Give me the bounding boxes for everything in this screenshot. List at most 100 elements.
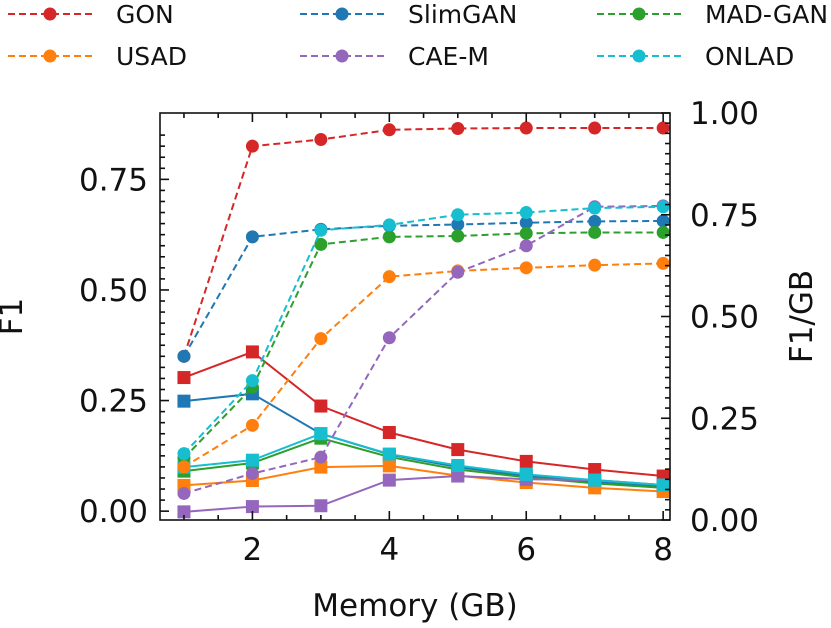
onlad-f1-per-gb-point — [519, 467, 533, 481]
legend-label: MAD-GAN — [705, 0, 828, 29]
slimgan-f1-point — [588, 214, 602, 228]
cae-m-f1-per-gb-point — [314, 499, 328, 513]
usad-f1-series — [177, 256, 670, 474]
gon-f1-per-gb-point — [588, 463, 602, 477]
usad-f1-point — [314, 332, 328, 346]
legend-label: CAE-M — [408, 42, 489, 71]
gon-f1-point — [519, 121, 533, 135]
legend: GON SlimGAN MAD-GAN USAD CAE-M ONLAD — [8, 0, 828, 71]
cae-m-f1-point — [177, 486, 191, 500]
x-tick-label: 2 — [243, 532, 263, 568]
slimgan-f1-point — [245, 230, 259, 244]
legend-item-usad: USAD — [8, 42, 187, 71]
cae-m-f1-point — [519, 239, 533, 253]
slimgan-f1-per-gb-line — [183, 392, 664, 488]
legend-item-mad-gan: MAD-GAN — [597, 0, 828, 29]
gon-f1-per-gb-point — [382, 425, 396, 439]
slimgan-f1-point — [451, 217, 465, 231]
mad-gan-f1-point — [382, 230, 396, 244]
gon-f1-per-gb-series — [177, 345, 670, 483]
slimgan-f1-point — [519, 216, 533, 230]
gon-f1-point — [656, 121, 670, 135]
mad-gan-f1-line — [183, 231, 664, 459]
usad-f1-point — [519, 261, 533, 275]
cae-m-f1-line — [183, 204, 664, 495]
mad-gan-f1-point — [588, 225, 602, 239]
legend-swatch-marker — [43, 49, 57, 63]
onlad-f1-point — [245, 374, 259, 388]
cae-m-f1-per-gb-point — [177, 505, 191, 519]
x-tick-label: 6 — [516, 532, 536, 568]
axis-ticks — [160, 112, 670, 521]
gon-f1-per-gb-point — [451, 443, 465, 457]
slimgan-f1-point — [177, 349, 191, 363]
slimgan-f1-per-gb-point — [177, 394, 191, 408]
gon-f1-point — [382, 123, 396, 137]
series-layer — [177, 121, 670, 519]
x-tick-label: 4 — [379, 532, 399, 568]
cae-m-f1-point — [314, 450, 328, 464]
gon-f1-point — [314, 133, 328, 147]
mad-gan-f1-point — [451, 229, 465, 243]
cae-m-f1-per-gb-point — [245, 500, 259, 514]
onlad-f1-line — [183, 205, 664, 455]
cae-m-f1-point — [382, 331, 396, 345]
legend-swatch-marker — [632, 7, 646, 21]
gon-f1-point — [588, 121, 602, 135]
onlad-f1-point — [588, 201, 602, 215]
legend-item-slimgan: SlimGAN — [300, 0, 517, 29]
cae-m-f1-per-gb-point — [382, 473, 396, 487]
legend-item-gon: GON — [8, 0, 174, 29]
gon-f1-point — [451, 121, 465, 135]
usad-f1-per-gb-point — [314, 460, 328, 474]
usad-f1-line — [183, 262, 664, 468]
gon-f1-point — [245, 139, 259, 153]
legend-label: GON — [116, 0, 174, 29]
legend-swatch-marker — [632, 49, 646, 63]
onlad-f1-per-gb-point — [314, 427, 328, 441]
y-axis-left-title: F1 — [0, 298, 30, 336]
gon-f1-per-gb-point — [245, 345, 259, 359]
onlad-f1-point — [177, 447, 191, 461]
gon-f1-per-gb-point — [519, 454, 533, 468]
onlad-f1-point — [382, 218, 396, 232]
gon-f1-line — [183, 127, 664, 357]
onlad-f1-per-gb-point — [451, 458, 465, 472]
legend-item-onlad: ONLAD — [597, 42, 794, 71]
onlad-f1-per-gb-point — [588, 473, 602, 487]
mad-gan-f1-per-gb-line — [183, 437, 664, 489]
onlad-f1-series — [177, 200, 670, 461]
y-right-tick-label: 1.00 — [690, 96, 759, 132]
onlad-f1-per-gb-point — [656, 478, 670, 492]
cae-m-f1-point — [245, 467, 259, 481]
onlad-f1-per-gb-line — [183, 432, 664, 486]
legend-item-cae-m: CAE-M — [300, 42, 489, 71]
cae-m-f1-point — [451, 265, 465, 279]
y-right-tick-label: 0.50 — [690, 300, 759, 336]
onlad-f1-point — [519, 206, 533, 220]
y-right-tick-label: 0.00 — [690, 503, 759, 539]
usad-f1-point — [177, 460, 191, 474]
y-left-tick-label: 0.75 — [79, 162, 148, 198]
x-tick-label: 8 — [653, 532, 673, 568]
usad-f1-point — [588, 258, 602, 272]
cae-m-f1-per-gb-point — [451, 469, 465, 483]
y-right-tick-label: 0.75 — [690, 198, 759, 234]
legend-swatch-marker — [43, 7, 57, 21]
y-left-tick-label: 0.25 — [79, 384, 148, 420]
onlad-f1-point — [451, 208, 465, 222]
legend-swatch-marker — [335, 7, 349, 21]
usad-f1-point — [382, 270, 396, 284]
y-left-tick-label: 0.00 — [79, 494, 148, 530]
legend-label: USAD — [116, 42, 187, 71]
y-axis-right-title: F1/GB — [784, 270, 820, 363]
onlad-f1-point — [314, 223, 328, 237]
gon-f1-per-gb-point — [177, 371, 191, 385]
x-axis-title: Memory (GB) — [312, 588, 517, 624]
legend-swatch-marker — [335, 49, 349, 63]
usad-f1-per-gb-point — [382, 459, 396, 473]
gon-f1-per-gb-line — [183, 350, 664, 478]
onlad-f1-point — [656, 200, 670, 214]
mad-gan-f1-point — [519, 226, 533, 240]
